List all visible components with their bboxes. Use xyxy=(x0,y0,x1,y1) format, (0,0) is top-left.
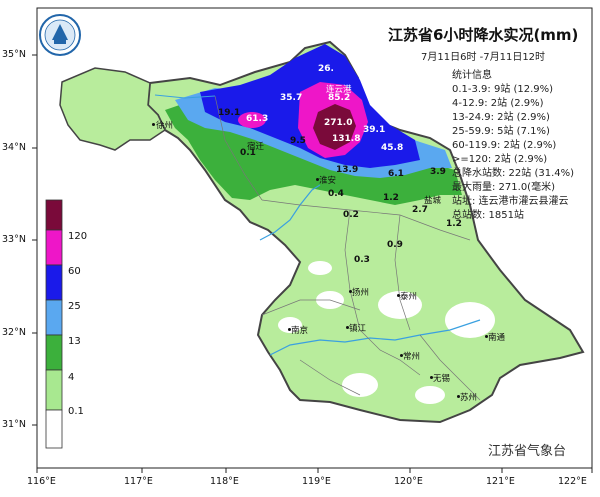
rain-60-blob xyxy=(238,112,266,128)
stats-line: 60-119.9: 2站 (2.9%) xyxy=(452,140,557,151)
rain-value: 39.1 xyxy=(363,125,386,135)
rain-value: 0.2 xyxy=(343,210,359,220)
rain-value: 0.9 xyxy=(387,240,403,250)
legend-label: 0.1 xyxy=(68,406,84,417)
legend-label: 25 xyxy=(68,301,81,312)
stats-line: 总降水站数: 22站 (31.4%) xyxy=(452,168,575,179)
city-label: 盐城 xyxy=(424,196,442,206)
rain-value: 13.9 xyxy=(336,165,359,175)
city-dot xyxy=(349,290,352,293)
river xyxy=(259,184,321,241)
city-label: 苏州 xyxy=(460,393,478,403)
statistics-panel: 统计信息 0.1-3.9: 9站 (12.9%) 4-12.9: 2站 (2.9… xyxy=(452,69,574,223)
city-dot xyxy=(346,326,349,329)
city-label: 扬州 xyxy=(352,288,370,298)
x-tick-label: 122°E xyxy=(558,476,587,487)
time-range: 7月11日6时 -7月11日12时 xyxy=(421,52,546,63)
city-dot xyxy=(430,376,433,379)
stats-line: >=120: 2站 (2.9%) xyxy=(452,154,548,165)
legend-bar xyxy=(45,199,63,449)
y-tick-label: 32°N xyxy=(2,327,26,338)
city-label: 淮安 xyxy=(319,176,337,186)
stats-line: 统计信息 xyxy=(452,70,492,81)
rain-value: 0.4 xyxy=(328,189,344,199)
xuzhou-area xyxy=(59,67,166,151)
rain-value: 61.3 xyxy=(246,114,269,124)
x-tick-label: 116°E xyxy=(27,476,56,487)
city-label: 连云港 xyxy=(326,85,352,95)
stats-line: 13-24.9: 2站 (2.9%) xyxy=(452,112,550,123)
x-tick-label: 117°E xyxy=(124,476,153,487)
rain-value: 45.8 xyxy=(381,143,404,153)
rain-value: 26. xyxy=(318,64,334,74)
legend-label: 60 xyxy=(68,266,81,277)
rain-value: 3.9 xyxy=(430,167,446,177)
rain-120-plus xyxy=(313,104,356,150)
city-label: 宿迁 xyxy=(247,142,265,152)
axis-ticks xyxy=(32,54,593,473)
rain-value: 1.2 xyxy=(383,193,399,203)
rain-value: 1.2 xyxy=(446,219,462,229)
city-dot xyxy=(397,294,400,297)
stats-line: 站址: 连云港市灌云县灌云 xyxy=(452,196,569,207)
y-tick-label: 33°N xyxy=(2,234,26,245)
city-dot xyxy=(485,335,488,338)
map-title: 江苏省6小时降水实况(mm) xyxy=(388,26,579,44)
x-tick-label: 121°E xyxy=(486,476,515,487)
rain-value: 131.8 xyxy=(332,134,361,144)
stats-line: 最大雨量: 271.0(毫米) xyxy=(452,182,555,193)
city-label: 常州 xyxy=(403,352,421,362)
legend-label: 13 xyxy=(68,336,81,347)
rain-value: 6.1 xyxy=(388,169,404,179)
rain-value: 2.7 xyxy=(412,205,428,215)
river xyxy=(154,94,216,99)
stats-line: 25-59.9: 5站 (7.1%) xyxy=(452,126,550,137)
rain-value: 0.3 xyxy=(354,255,370,265)
rain-value: 0.1 xyxy=(240,148,256,158)
stats-line: 总站数: 1851站 xyxy=(452,210,524,221)
x-tick-label: 119°E xyxy=(302,476,331,487)
organization-name: 江苏省气象台 xyxy=(488,444,567,459)
stats-line: 0.1-3.9: 9站 (12.9%) xyxy=(452,84,554,95)
y-tick-label: 34°N xyxy=(2,142,26,153)
city-label: 南通 xyxy=(488,333,506,343)
stats-line: 4-12.9: 2站 (2.9%) xyxy=(452,98,544,109)
legend-label: 120 xyxy=(68,231,88,242)
river xyxy=(269,319,481,356)
x-tick-label: 120°E xyxy=(394,476,423,487)
city-label: 无锡 xyxy=(433,374,451,384)
y-tick-label: 35°N xyxy=(2,49,26,60)
city-dot xyxy=(457,395,460,398)
city-label: 泰州 xyxy=(400,292,418,302)
city-label: 徐州 xyxy=(156,121,174,131)
y-tick-label: 31°N xyxy=(2,419,26,430)
city-label: 镇江 xyxy=(349,324,367,334)
rain-value: 9.5 xyxy=(290,136,306,146)
rain-value: 271.0 xyxy=(324,118,353,128)
x-tick-label: 118°E xyxy=(210,476,239,487)
meteorological-logo xyxy=(39,14,81,56)
city-dot xyxy=(152,123,155,126)
rain-value: 85.2 xyxy=(328,93,351,103)
city-dot xyxy=(400,354,403,357)
city-boundaries xyxy=(214,95,481,401)
city-dot xyxy=(288,328,291,331)
rain-value: 35.7 xyxy=(280,93,303,103)
city-label: 南京 xyxy=(291,326,309,336)
legend-label: 4 xyxy=(68,372,75,383)
rain-value: 19.1 xyxy=(218,108,241,118)
city-dot xyxy=(316,178,319,181)
